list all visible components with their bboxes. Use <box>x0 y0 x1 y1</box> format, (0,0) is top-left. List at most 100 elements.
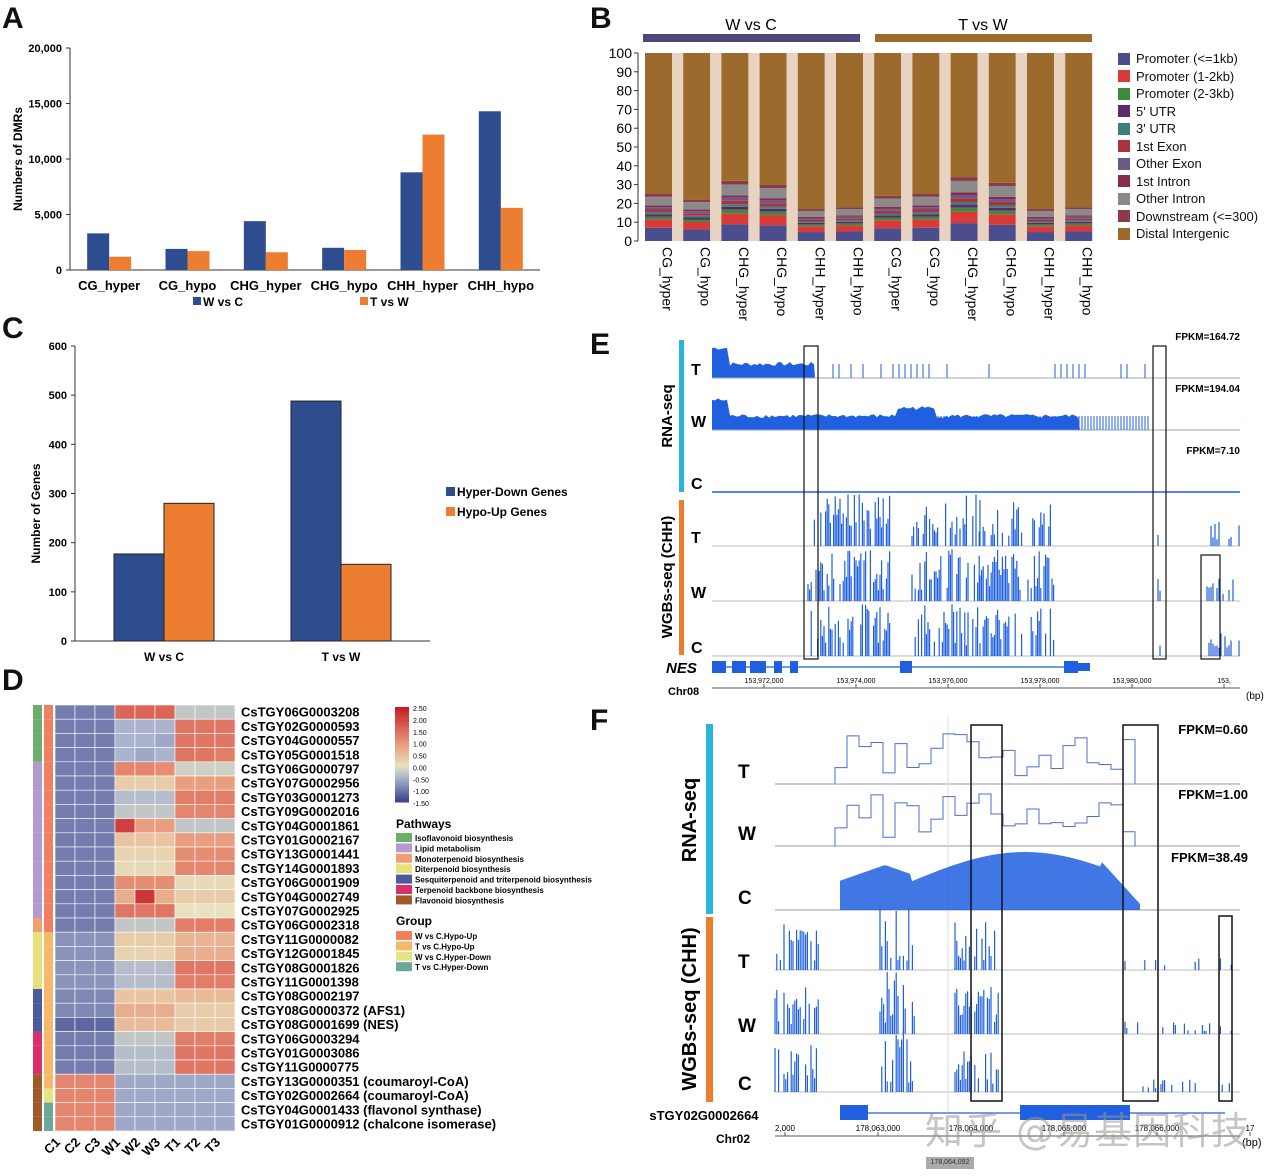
chart-b-segment <box>988 207 1016 211</box>
heatmap-cell <box>194 960 216 976</box>
chart-a-tick-label: 20,000 <box>28 43 62 55</box>
pathway-legend-label: Isoflavonoid biosynthesis <box>415 834 514 843</box>
heatmap-cell <box>94 1045 116 1061</box>
heatmap-group-cell <box>44 903 53 918</box>
heatmap-cell <box>154 747 176 763</box>
heatmap-cell <box>154 1116 176 1132</box>
gene-exon <box>774 661 782 673</box>
gene-exon <box>1064 661 1078 673</box>
pathway-legend-label: Diterpenoid biosynthesis <box>415 865 511 874</box>
chart-c-legend-swatch <box>446 487 455 496</box>
heatmap-cell <box>214 704 236 720</box>
heatmap-cell <box>134 846 156 862</box>
heatmap-cell <box>134 875 156 890</box>
heatmap-cell <box>194 804 216 819</box>
colorbar-label: 0.00 <box>413 765 427 772</box>
chart-c-legend-swatch <box>446 507 455 516</box>
heatmap-cell <box>154 775 176 791</box>
chart-b-segment <box>874 213 902 216</box>
heatmap-pathway-cell <box>33 918 42 933</box>
heatmap-cell <box>214 789 236 805</box>
chart-b-segment <box>1065 209 1093 216</box>
pathway-legend-swatch <box>396 874 412 884</box>
chart-b-group-label: W vs C <box>725 17 777 34</box>
highlight-box <box>1200 554 1221 660</box>
wgbs-sample-label: W <box>691 585 707 602</box>
heatmap-row-label: CsTGY01G0003086 <box>241 1046 360 1061</box>
heatmap-cell <box>114 960 136 976</box>
chart-c-ylabel: Number of Genes <box>29 463 43 563</box>
heatmap-row-label: CsTGY13G0001441 <box>241 847 360 862</box>
heatmap-cell <box>74 1017 96 1032</box>
heatmap-cell <box>54 761 76 777</box>
heatmap-pathway-cell <box>33 1088 42 1103</box>
chart-b-segment <box>874 198 902 207</box>
pathway-legend-swatch <box>396 853 412 863</box>
heatmap-cell <box>214 931 236 947</box>
group-legend-label: W vs C.Hyper-Down <box>415 953 491 962</box>
heatmap-cell <box>174 1102 196 1118</box>
gene-exon <box>732 661 746 673</box>
heatmap-cell <box>54 974 76 990</box>
chart-b: W vs C T vs W 0 10 20 30 40 50 60 70 80 90 100 CG_hyp… <box>609 17 1096 321</box>
chart-b-segment <box>1027 219 1054 222</box>
heatmap-column-label: T3 <box>202 1135 223 1156</box>
heatmap-cell <box>134 1088 156 1103</box>
chart-b-segment <box>874 206 902 209</box>
heatmap-cell <box>134 1002 156 1018</box>
chart-c-category-label: T vs W <box>322 650 361 664</box>
watermark: 知乎 @易基因科技 <box>925 1109 1251 1153</box>
heatmap-cell <box>74 789 96 805</box>
heatmap-cell <box>54 818 76 834</box>
heatmap-cell <box>114 988 136 1004</box>
chart-a-category-label: CHH_hypo <box>468 278 535 293</box>
heatmap-cell <box>134 889 156 905</box>
heatmap-cell <box>174 875 196 890</box>
heatmap-group-cell <box>44 1088 53 1103</box>
heatmap-cell <box>174 1059 196 1075</box>
chart-b-segment <box>721 197 749 201</box>
heatmap-cell <box>114 747 136 763</box>
heatmap-row-label: CsTGY11G0000775 <box>241 1060 359 1075</box>
legend-swatch <box>1118 227 1130 240</box>
heatmap-cell <box>134 1045 156 1061</box>
pathway-legend-swatch <box>396 864 412 874</box>
chart-b-segment <box>912 53 940 194</box>
pathway-legend-swatch <box>396 843 412 853</box>
heatmap-row-label: CsTGY04G0000557 <box>241 733 360 748</box>
chart-b-category-label: CG_hypo <box>698 247 714 306</box>
legend-swatch <box>1118 175 1130 188</box>
chart-b-segment <box>721 53 749 181</box>
heatmap-cell <box>94 860 116 876</box>
heatmap-group-cell <box>44 1003 53 1018</box>
chart-b-segment <box>797 222 825 225</box>
heatmap-cell <box>94 875 116 890</box>
wgbs-sample-label: T <box>738 952 750 973</box>
heatmap-cell <box>214 903 236 919</box>
colorbar-cell <box>395 785 409 789</box>
colorbar-cell <box>395 787 409 791</box>
heatmap-cell <box>134 718 156 734</box>
heatmap-cell <box>154 718 176 734</box>
gene-exon <box>1020 1105 1130 1120</box>
chart-b-segment <box>1065 53 1093 208</box>
heatmap-cell <box>114 846 136 862</box>
heatmap-pathway-cell <box>33 1116 42 1131</box>
heatmap-cell <box>154 860 176 876</box>
heatmap-cell <box>54 1031 76 1047</box>
colorbar-cell <box>395 740 409 744</box>
legend-label: Other Exon <box>1136 156 1202 172</box>
chart-b-segment <box>683 211 711 214</box>
heatmap-cell <box>194 903 216 919</box>
panel-label-b: B <box>590 2 612 35</box>
chart-a-bar <box>87 233 110 270</box>
heatmap-cell <box>74 875 96 890</box>
chart-a-tick-label: 10,000 <box>28 154 62 166</box>
chart-b-segment <box>950 202 978 205</box>
chart-b-segment <box>950 204 978 208</box>
chart-b-segment <box>912 212 940 215</box>
heatmap-cell <box>94 1116 116 1132</box>
pathway-legend-swatch <box>396 895 412 905</box>
heatmap-cell <box>74 1116 96 1132</box>
chart-b-segment <box>1027 224 1054 227</box>
